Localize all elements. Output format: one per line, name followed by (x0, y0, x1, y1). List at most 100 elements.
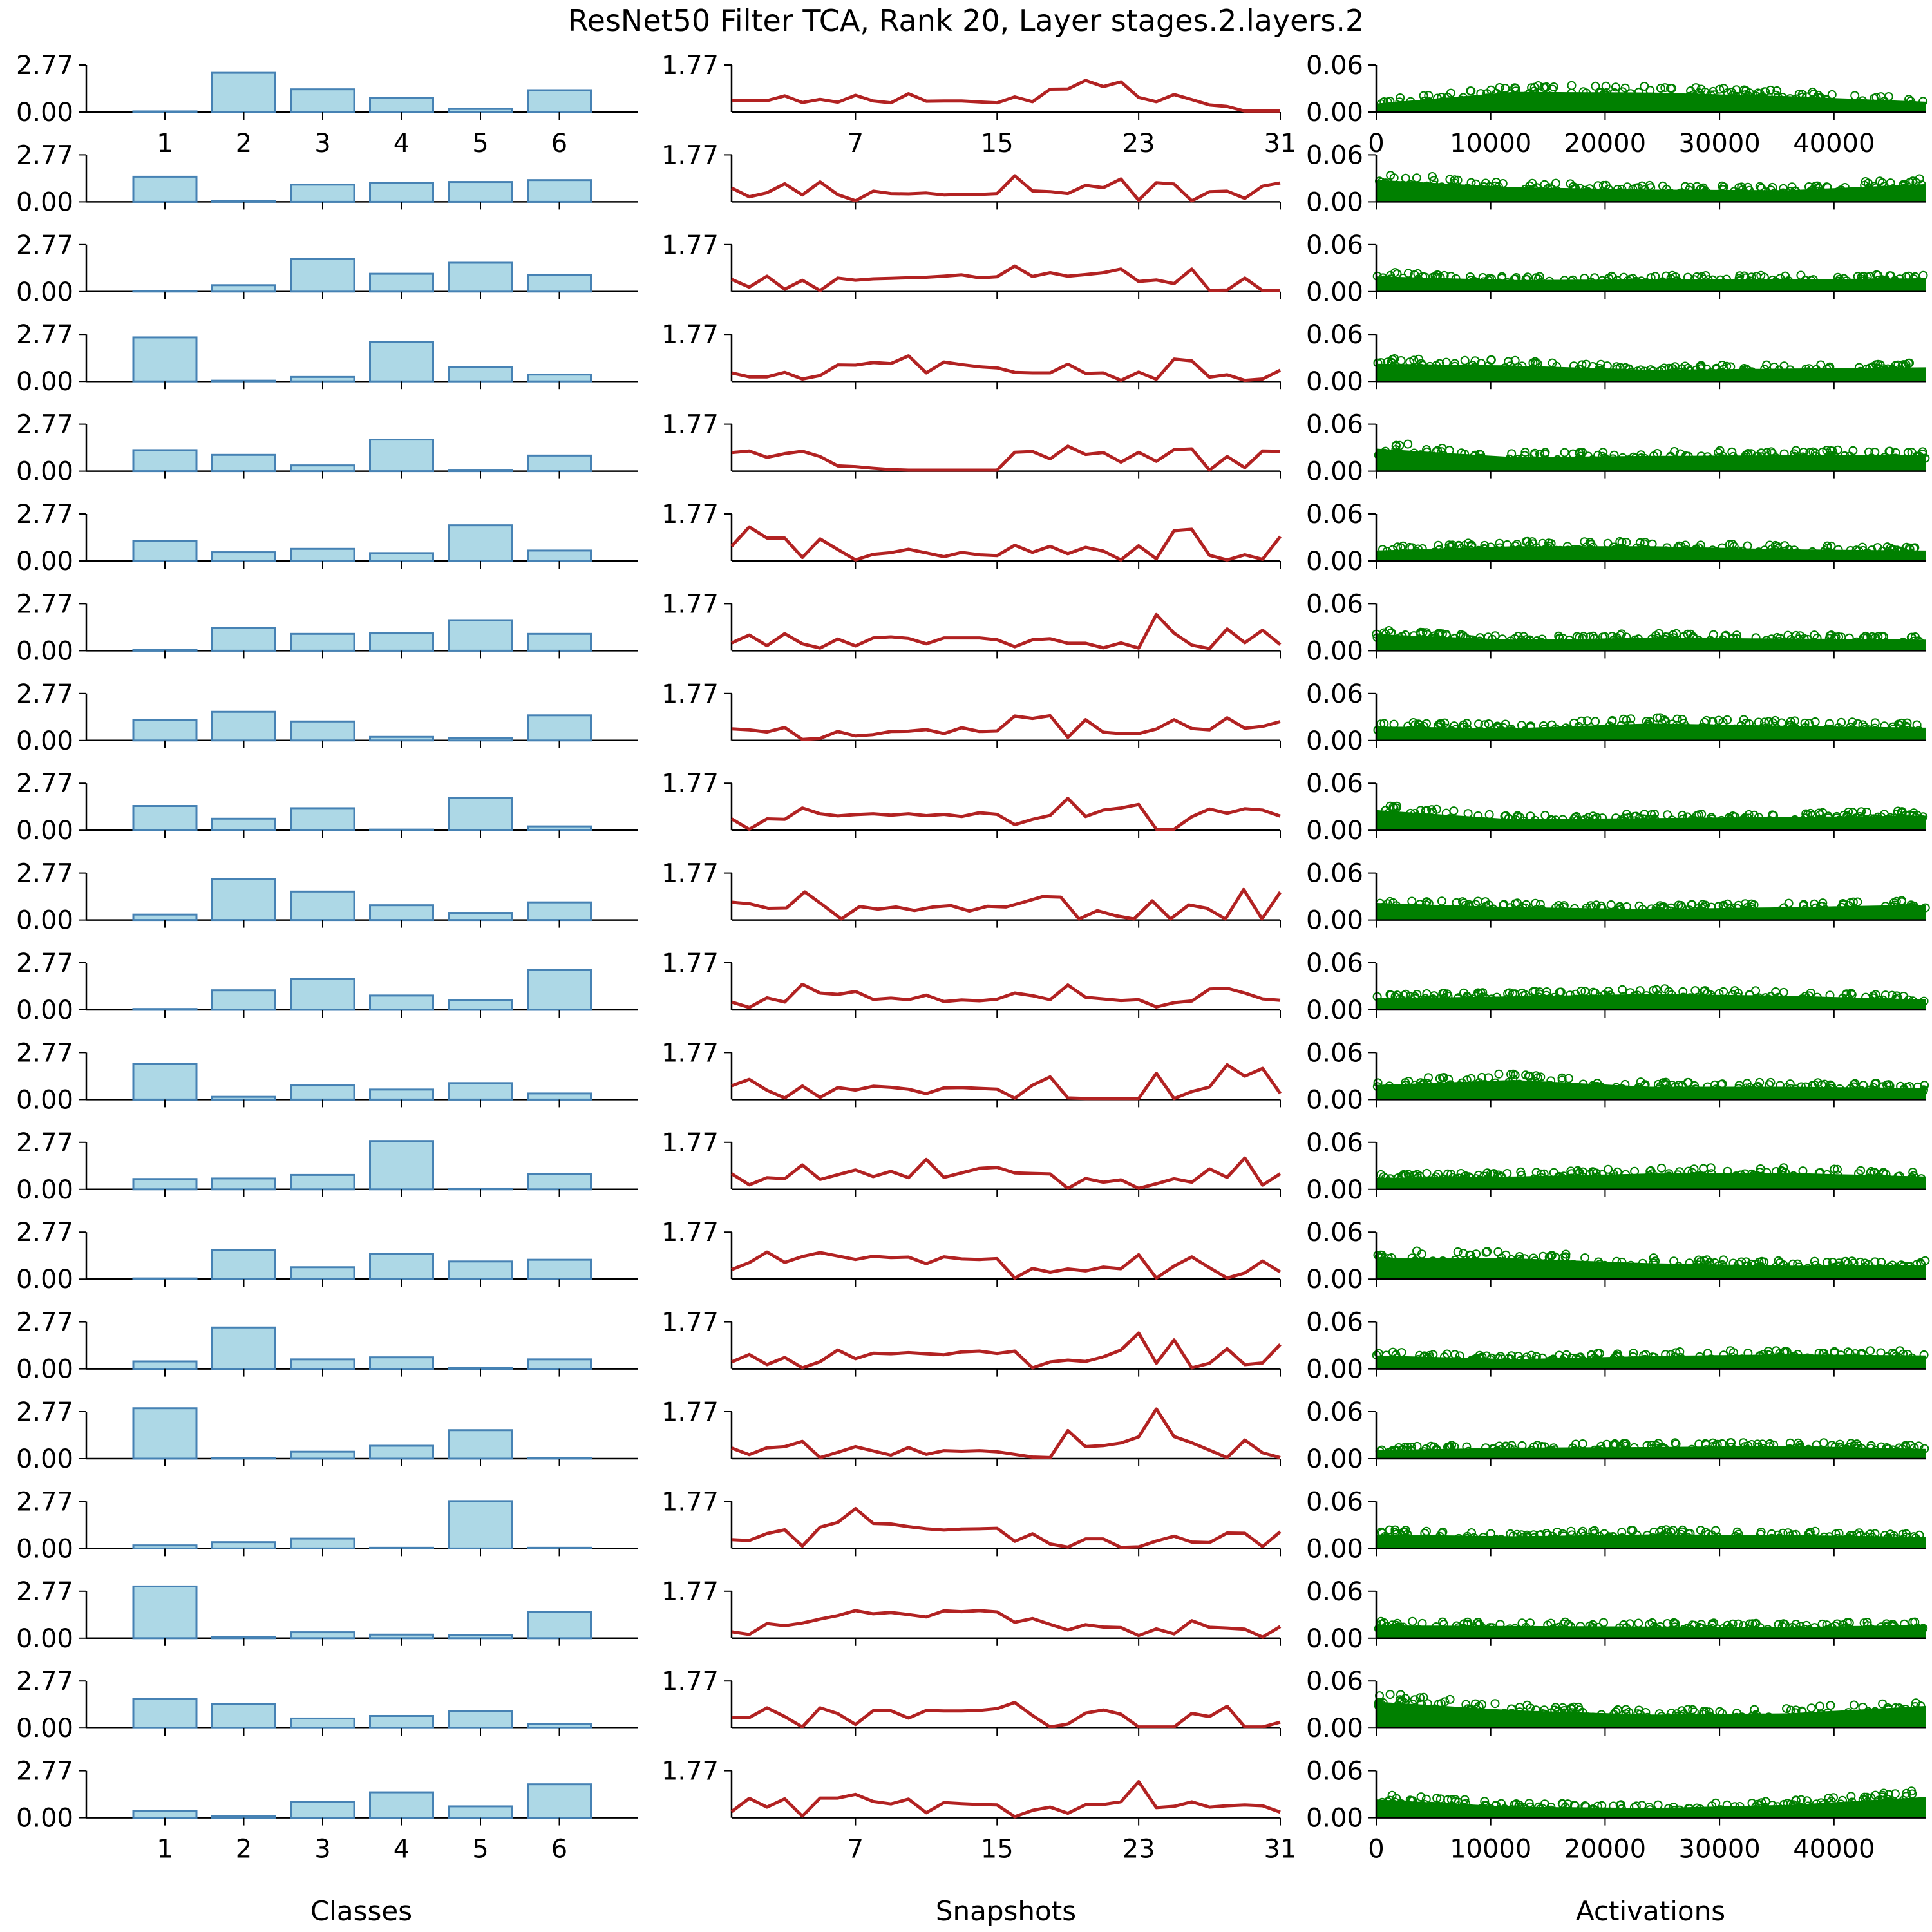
activation-point (1599, 1618, 1608, 1627)
activation-point (1378, 1698, 1388, 1707)
activation-point (1478, 273, 1488, 282)
activation-point (1796, 1795, 1806, 1804)
y-tick-label: 1.77 (661, 1577, 719, 1607)
activation-point (1517, 721, 1526, 730)
class-bar (527, 1611, 592, 1640)
class-bar (369, 97, 434, 113)
activation-point (1893, 810, 1902, 819)
activation-point (1549, 1168, 1558, 1177)
y-tick-label: 1.77 (661, 410, 719, 440)
activation-point (1461, 1700, 1471, 1709)
activation-point (1858, 720, 1868, 730)
activation-point (1779, 1799, 1788, 1809)
activation-point (1431, 1083, 1441, 1092)
activation-point (1690, 816, 1700, 826)
activation-point (1552, 186, 1562, 196)
class-bar-panel-18: 0.002.77 (16, 1577, 638, 1654)
activation-point (1653, 990, 1663, 1000)
activation-point (1495, 1258, 1505, 1267)
activation-point (1628, 1352, 1638, 1361)
activation-point (1617, 1084, 1627, 1094)
snapshot-line-panel-19: 1.77 (661, 1667, 1281, 1736)
activation-point (1788, 1259, 1797, 1269)
activation-point (1836, 1443, 1846, 1452)
activation-point (1729, 542, 1739, 551)
activation-point (1817, 1080, 1826, 1090)
activation-point (1507, 1259, 1517, 1269)
activation-point (1886, 178, 1895, 188)
activation-point (1463, 724, 1472, 734)
activation-point (1743, 1261, 1752, 1271)
activation-point (1743, 449, 1753, 458)
activation-point (1540, 83, 1550, 93)
snapshot-line-panel-15: 1.77 (661, 1308, 1282, 1377)
activation-point (1414, 1081, 1424, 1091)
snapshot-line-panel-4: 1.77 (661, 320, 1282, 390)
activation-point (1560, 1617, 1570, 1627)
activation-point (1476, 89, 1486, 99)
activation-point (1871, 1079, 1881, 1088)
activation-point (1654, 366, 1664, 376)
activation-point (1891, 361, 1900, 370)
activation-point (1708, 545, 1718, 555)
activation-point (1629, 278, 1639, 287)
class-bar (290, 258, 355, 293)
activation-point (1396, 451, 1405, 460)
activation-point (1608, 1532, 1618, 1541)
class-bar-panel-8: 0.002.77 (16, 679, 638, 756)
activation-point (1800, 1625, 1810, 1634)
activation-point (1791, 1708, 1801, 1718)
activation-point (1836, 185, 1846, 194)
activation-point (1857, 542, 1867, 552)
activation-point (1843, 1258, 1853, 1268)
x-tick-label: 1 (156, 129, 173, 158)
activation-scatter-fill (1376, 546, 1926, 561)
class-bar (369, 632, 434, 652)
activation-point (1420, 1528, 1430, 1538)
activation-point (1550, 1445, 1560, 1455)
activation-point (1899, 1085, 1908, 1095)
x-tick-label: 4 (393, 129, 410, 158)
activation-point (1846, 1531, 1855, 1540)
activation-point (1407, 896, 1417, 906)
activation-point (1559, 1171, 1569, 1181)
activation-point (1508, 1074, 1518, 1084)
activation-point (1773, 278, 1783, 288)
activation-point (1613, 1349, 1622, 1359)
activation-point (1900, 1619, 1909, 1629)
activation-point (1908, 99, 1917, 109)
activation-point (1730, 1264, 1739, 1274)
class-bar (448, 1260, 513, 1280)
activation-point (1824, 634, 1834, 643)
activation-point (1501, 1250, 1511, 1260)
activation-point (1560, 448, 1569, 457)
activation-point (1634, 87, 1643, 97)
activation-point (1549, 1356, 1558, 1365)
activation-point (1465, 635, 1474, 645)
activation-point (1671, 1348, 1681, 1358)
class-bar (448, 999, 513, 1011)
activation-point (1774, 365, 1784, 375)
activation-point (1598, 813, 1607, 823)
activation-point (1545, 1081, 1555, 1090)
activation-point (1775, 547, 1785, 557)
snapshot-series-line (731, 887, 1282, 921)
y-tick-label: 0.00 (16, 1175, 73, 1205)
activation-point (1383, 357, 1392, 367)
activation-point (1622, 182, 1632, 192)
activation-point (1469, 451, 1479, 461)
activation-point (1453, 1247, 1463, 1256)
activation-point (1510, 83, 1520, 93)
activation-point (1416, 363, 1425, 373)
activation-point (1587, 903, 1597, 912)
activation-point (1505, 903, 1515, 913)
y-tick-label: 0.06 (1306, 949, 1363, 978)
y-tick-label: 0.00 (16, 1085, 73, 1115)
activation-point (1548, 1531, 1557, 1541)
activation-point (1635, 986, 1645, 996)
activation-point (1406, 1443, 1416, 1452)
activation-point (1918, 97, 1928, 106)
activation-point (1785, 1444, 1795, 1454)
classes-axis-label: Classes (310, 1895, 412, 1927)
class-bar (132, 1063, 198, 1101)
